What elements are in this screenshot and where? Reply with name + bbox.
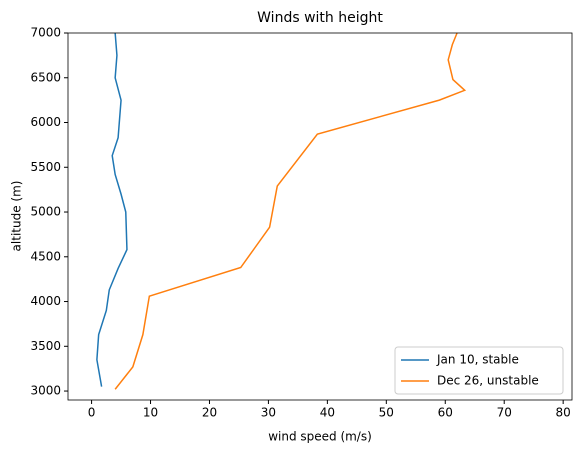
chart-title: Winds with height bbox=[257, 10, 383, 26]
x-tick-label: 80 bbox=[556, 406, 571, 420]
y-tick-label: 6500 bbox=[30, 70, 61, 84]
y-tick-label: 5000 bbox=[30, 205, 61, 219]
x-tick-label: 20 bbox=[202, 406, 217, 420]
y-tick-label: 3000 bbox=[30, 384, 61, 398]
y-axis-label: altitude (m) bbox=[10, 181, 24, 252]
plot-frame bbox=[67, 32, 573, 401]
series-line bbox=[96, 32, 128, 387]
series-line bbox=[114, 32, 467, 390]
x-tick-label: 30 bbox=[261, 406, 276, 420]
y-tick-label: 3500 bbox=[30, 339, 61, 353]
y-tick-label: 7000 bbox=[30, 26, 61, 40]
x-tick-label: 0 bbox=[88, 406, 96, 420]
x-tick-label: 50 bbox=[379, 406, 394, 420]
legend-label: Dec 26, unstable bbox=[437, 374, 539, 388]
y-tick-label: 6000 bbox=[30, 115, 61, 129]
x-tick-label: 40 bbox=[320, 406, 335, 420]
x-tick-label: 60 bbox=[438, 406, 453, 420]
x-tick-label: 10 bbox=[143, 406, 158, 420]
legend-box bbox=[394, 346, 564, 395]
x-axis-label: wind speed (m/s) bbox=[268, 430, 372, 444]
y-tick-label: 4000 bbox=[30, 294, 61, 308]
y-tick-label: 5500 bbox=[30, 160, 61, 174]
y-tick-label: 4500 bbox=[30, 249, 61, 263]
legend-label: Jan 10, stable bbox=[436, 353, 519, 367]
x-tick-label: 70 bbox=[497, 406, 512, 420]
